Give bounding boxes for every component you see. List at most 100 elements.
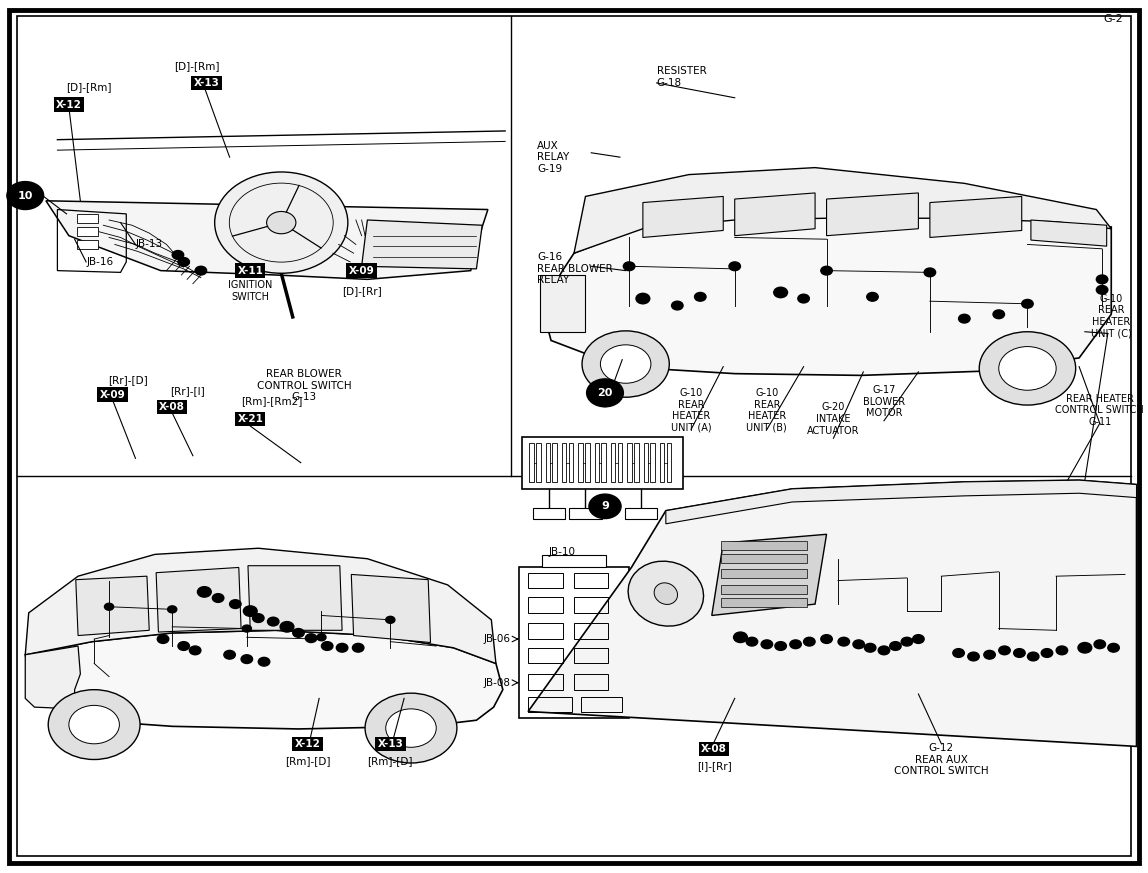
Bar <box>602 443 606 482</box>
Circle shape <box>242 625 251 632</box>
Circle shape <box>979 332 1076 405</box>
Circle shape <box>104 603 114 610</box>
Circle shape <box>984 650 995 659</box>
Polygon shape <box>666 480 1137 524</box>
Bar <box>568 443 573 482</box>
Circle shape <box>305 634 317 643</box>
Circle shape <box>913 635 924 643</box>
Polygon shape <box>25 646 80 709</box>
Bar <box>528 573 563 588</box>
Circle shape <box>790 640 801 649</box>
Circle shape <box>317 634 326 641</box>
Circle shape <box>1022 299 1033 308</box>
Circle shape <box>853 640 864 649</box>
Bar <box>574 597 608 613</box>
Text: G-10
REAR
HEATER
UNIT (C): G-10 REAR HEATER UNIT (C) <box>1091 293 1132 339</box>
Bar <box>528 697 572 712</box>
Polygon shape <box>542 217 1111 375</box>
Circle shape <box>734 632 747 643</box>
Circle shape <box>386 616 395 623</box>
Circle shape <box>1078 643 1092 653</box>
Text: 20: 20 <box>597 388 613 398</box>
Bar <box>595 443 599 482</box>
Circle shape <box>197 587 211 597</box>
Circle shape <box>775 642 786 650</box>
Text: JB-06: JB-06 <box>483 634 511 644</box>
Circle shape <box>243 606 257 616</box>
Circle shape <box>636 293 650 304</box>
Bar <box>77 227 98 236</box>
Polygon shape <box>643 196 723 237</box>
Circle shape <box>1014 649 1025 657</box>
Circle shape <box>729 262 740 271</box>
Text: JB-16: JB-16 <box>86 257 114 267</box>
Text: [Rm]-[D]: [Rm]-[D] <box>367 756 413 766</box>
Polygon shape <box>528 480 1137 746</box>
Bar <box>528 597 563 613</box>
Circle shape <box>1108 643 1119 652</box>
Bar <box>574 674 608 690</box>
Circle shape <box>623 262 635 271</box>
Polygon shape <box>930 196 1022 237</box>
Circle shape <box>267 617 279 626</box>
Circle shape <box>1096 285 1108 294</box>
Text: [Rm]-[Rm2]: [Rm]-[Rm2] <box>241 396 302 407</box>
Circle shape <box>1041 649 1053 657</box>
Bar <box>552 443 557 482</box>
Circle shape <box>999 646 1010 655</box>
Circle shape <box>241 655 253 663</box>
Circle shape <box>157 635 169 643</box>
Text: 10: 10 <box>17 190 33 201</box>
Circle shape <box>798 294 809 303</box>
Bar <box>528 623 563 639</box>
Text: [D]-[Rm]: [D]-[Rm] <box>174 61 220 72</box>
Circle shape <box>838 637 850 646</box>
Bar <box>721 598 807 607</box>
Text: G-17
BLOWER
MOTOR: G-17 BLOWER MOTOR <box>863 385 905 418</box>
Circle shape <box>266 211 296 234</box>
Text: X-12: X-12 <box>56 100 82 110</box>
Circle shape <box>321 642 333 650</box>
Circle shape <box>178 642 189 650</box>
Polygon shape <box>827 193 918 236</box>
Bar <box>522 436 683 489</box>
Ellipse shape <box>628 561 704 626</box>
Text: X-21: X-21 <box>238 414 263 424</box>
Circle shape <box>589 494 621 519</box>
Polygon shape <box>46 201 488 279</box>
Circle shape <box>172 251 184 259</box>
Bar <box>529 443 534 482</box>
Text: G-2: G-2 <box>1103 14 1123 24</box>
Circle shape <box>695 292 706 301</box>
Circle shape <box>959 314 970 323</box>
Bar <box>542 555 606 567</box>
Circle shape <box>672 301 683 310</box>
Text: JB-13: JB-13 <box>135 239 163 250</box>
Bar <box>660 443 665 482</box>
Circle shape <box>953 649 964 657</box>
Ellipse shape <box>654 583 677 604</box>
Polygon shape <box>76 576 149 636</box>
Circle shape <box>189 646 201 655</box>
Bar <box>634 443 638 482</box>
Bar <box>579 443 583 482</box>
Text: REAR HEATER
CONTROL SWITCH
G-11: REAR HEATER CONTROL SWITCH G-11 <box>1055 394 1145 427</box>
Bar <box>519 567 629 718</box>
Text: X-11: X-11 <box>238 265 263 276</box>
Circle shape <box>212 594 224 602</box>
Text: G-10
REAR
HEATER
UNIT (A): G-10 REAR HEATER UNIT (A) <box>670 388 712 433</box>
Bar <box>77 240 98 249</box>
Text: JB-08: JB-08 <box>483 677 511 688</box>
Bar <box>721 554 807 563</box>
Bar <box>721 585 807 594</box>
Text: G-10
REAR
HEATER
UNIT (B): G-10 REAR HEATER UNIT (B) <box>746 388 788 433</box>
Bar <box>574 648 608 663</box>
Bar <box>574 573 608 588</box>
Polygon shape <box>1031 220 1107 246</box>
Text: X-13: X-13 <box>378 739 403 749</box>
Circle shape <box>1056 646 1068 655</box>
Bar <box>721 569 807 578</box>
Circle shape <box>867 292 878 301</box>
Circle shape <box>761 640 773 649</box>
Circle shape <box>168 606 177 613</box>
